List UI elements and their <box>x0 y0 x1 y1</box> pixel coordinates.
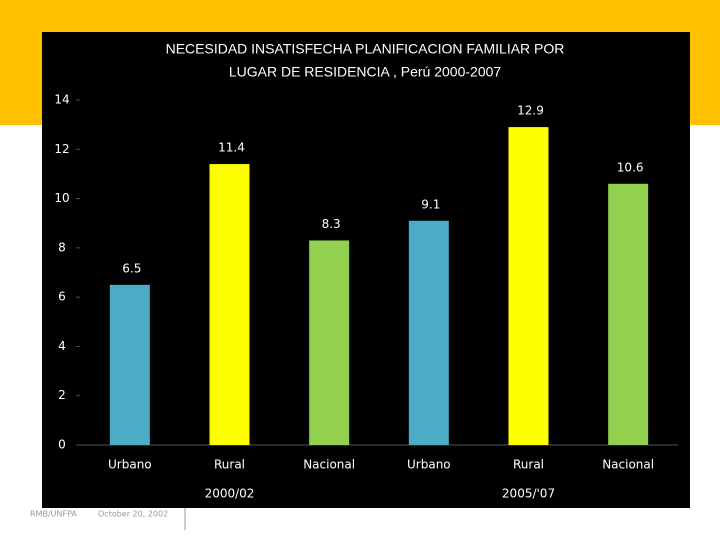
value-label: 11.4 <box>218 141 245 155</box>
bar <box>608 183 649 446</box>
chart-title: LUGAR DE RESIDENCIA , Perú 2000-2007 <box>229 64 502 80</box>
group-label: 2000/02 <box>205 487 255 501</box>
bar <box>408 220 449 445</box>
value-label: 8.3 <box>322 217 341 231</box>
y-tick-label: 10 <box>54 191 69 205</box>
value-label: 6.5 <box>122 261 141 275</box>
y-tick-label: 2 <box>58 388 66 402</box>
group-label: 2005/'07 <box>502 487 555 501</box>
chart-background <box>42 32 690 508</box>
y-tick-label: 14 <box>54 93 69 107</box>
x-tick-label: Rural <box>513 458 544 472</box>
y-tick-label: 4 <box>58 339 66 353</box>
bar <box>109 284 150 445</box>
value-label: 10.6 <box>617 160 644 174</box>
chart-title: NECESIDAD INSATISFECHA PLANIFICACION FAM… <box>166 41 565 57</box>
x-tick-label: Nacional <box>303 458 355 472</box>
footer-source: RMB/UNFPA <box>30 510 77 519</box>
bar <box>508 127 549 445</box>
x-tick-label: Nacional <box>602 458 654 472</box>
y-tick-label: 6 <box>58 290 66 304</box>
bar <box>209 164 250 446</box>
y-tick-label: 0 <box>58 438 66 452</box>
y-tick-label: 12 <box>54 142 69 156</box>
value-label: 12.9 <box>517 104 544 118</box>
value-label: 9.1 <box>421 197 440 211</box>
x-tick-label: Urbano <box>108 458 152 472</box>
footer-date: October 20, 2002 <box>98 510 168 519</box>
y-tick-label: 8 <box>58 240 66 254</box>
x-tick-label: Rural <box>214 458 245 472</box>
bar <box>309 240 350 445</box>
x-tick-label: Urbano <box>407 458 451 472</box>
